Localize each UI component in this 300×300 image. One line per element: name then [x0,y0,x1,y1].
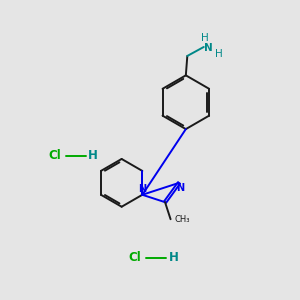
Text: N: N [176,183,184,193]
Text: H: H [169,251,179,264]
Text: Cl: Cl [48,149,61,163]
Text: H: H [88,149,98,163]
Text: N: N [204,44,213,53]
Text: CH₃: CH₃ [174,215,190,224]
Text: H: H [201,33,209,43]
Text: H: H [215,49,223,58]
Text: Cl: Cl [129,251,141,264]
Text: N: N [138,184,146,194]
